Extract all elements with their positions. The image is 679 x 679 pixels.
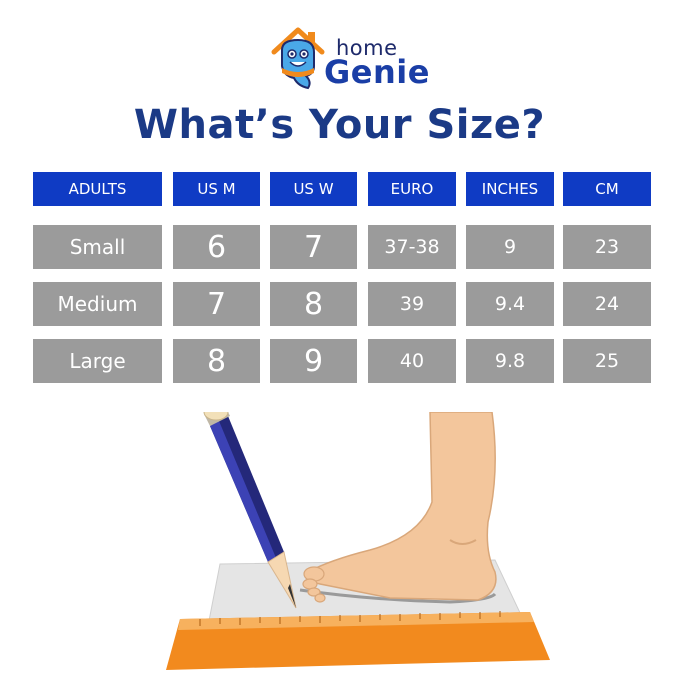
header-adults: ADULTS — [33, 172, 162, 206]
toes — [302, 566, 326, 603]
row-large-us-w: 9 — [270, 339, 357, 383]
row-large-inches: 9.8 — [466, 339, 554, 383]
brand-home-text: home — [336, 36, 398, 60]
foot-measuring-illustration — [166, 412, 550, 670]
page-title: What’s Your Size? — [133, 102, 546, 148]
row-large-label: Large — [33, 339, 162, 383]
brand-genie-text: Genie — [324, 53, 430, 91]
row-large-euro: 40 — [368, 339, 456, 383]
row-small-label: Small — [33, 225, 162, 269]
genie-house-logo-icon — [271, 27, 325, 90]
row-medium-us-m: 7 — [173, 282, 260, 326]
header-us-w: US W — [270, 172, 357, 206]
row-medium-cm: 24 — [563, 282, 651, 326]
brand-logo: home Genie — [268, 26, 448, 92]
row-small-us-w: 7 — [270, 225, 357, 269]
header-cm: CM — [563, 172, 651, 206]
row-medium-inches: 9.4 — [466, 282, 554, 326]
header-euro: EURO — [368, 172, 456, 206]
row-medium-us-w: 8 — [270, 282, 357, 326]
row-large-cm: 25 — [563, 339, 651, 383]
foot-outline — [299, 588, 497, 604]
row-small-euro: 37-38 — [368, 225, 456, 269]
header-inches: INCHES — [466, 172, 554, 206]
row-medium-euro: 39 — [368, 282, 456, 326]
pencil-icon — [203, 412, 297, 609]
row-large-us-m: 8 — [173, 339, 260, 383]
row-small-us-m: 6 — [173, 225, 260, 269]
row-small-inches: 9 — [466, 225, 554, 269]
leg — [305, 412, 497, 601]
row-medium-label: Medium — [33, 282, 162, 326]
row-small-cm: 23 — [563, 225, 651, 269]
header-us-m: US M — [173, 172, 260, 206]
